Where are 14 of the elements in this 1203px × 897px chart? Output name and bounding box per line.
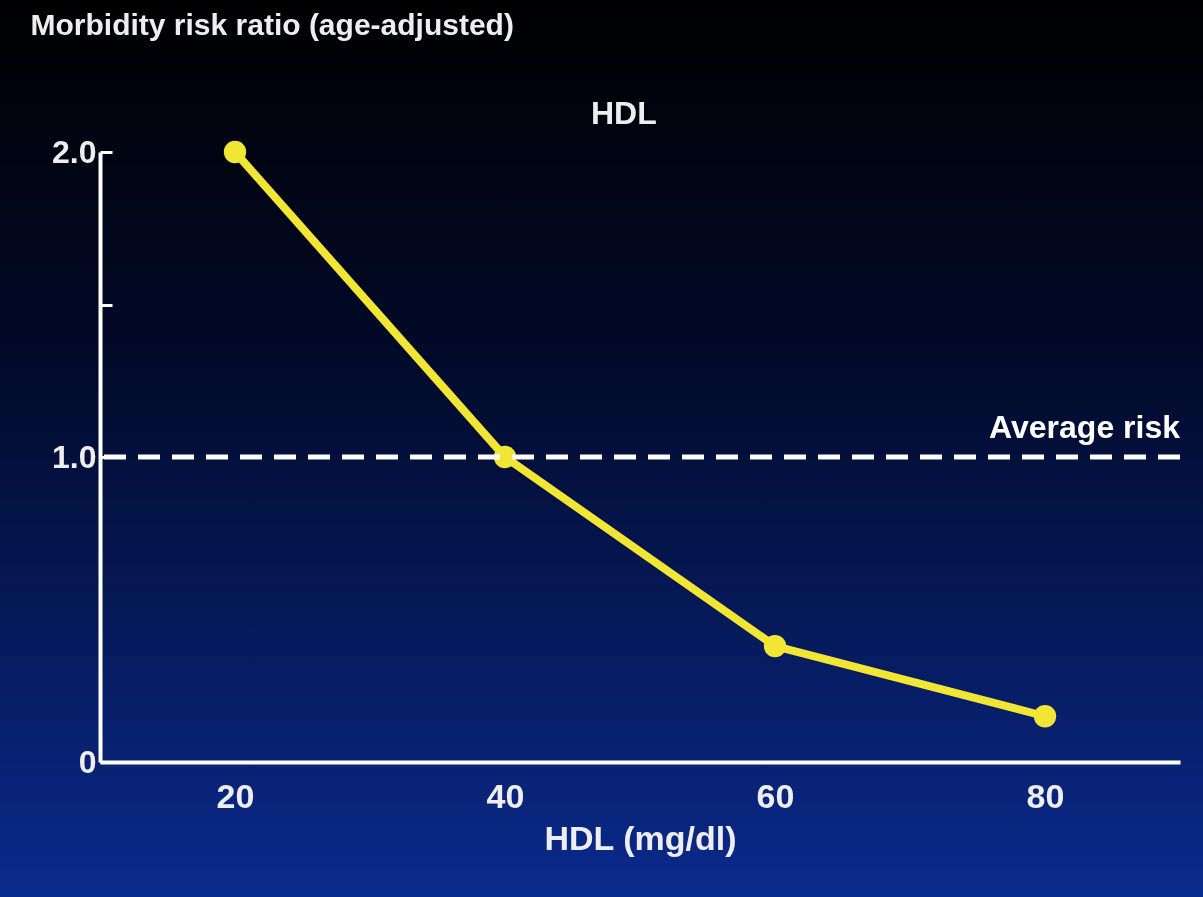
point	[223, 140, 247, 164]
y-tick-label: 1.0	[52, 438, 97, 475]
x-tick-label: 20	[216, 776, 255, 815]
ref-line-label: Average risk	[989, 409, 1181, 445]
point	[763, 634, 787, 658]
x-tick-label: 80	[1026, 776, 1065, 815]
x-axis-title: HDL (mg/dl)	[544, 818, 737, 857]
y-tick-label: 0	[78, 743, 97, 780]
x-tick-label: 60	[756, 776, 795, 815]
chart-title: HDL	[590, 95, 657, 131]
point	[1033, 705, 1057, 728]
x-tick-label: 40	[486, 776, 525, 815]
y-tick-label: 2.0	[52, 133, 97, 170]
y-axis-title: Morbidity risk ratio (age-adjusted)	[30, 7, 514, 41]
